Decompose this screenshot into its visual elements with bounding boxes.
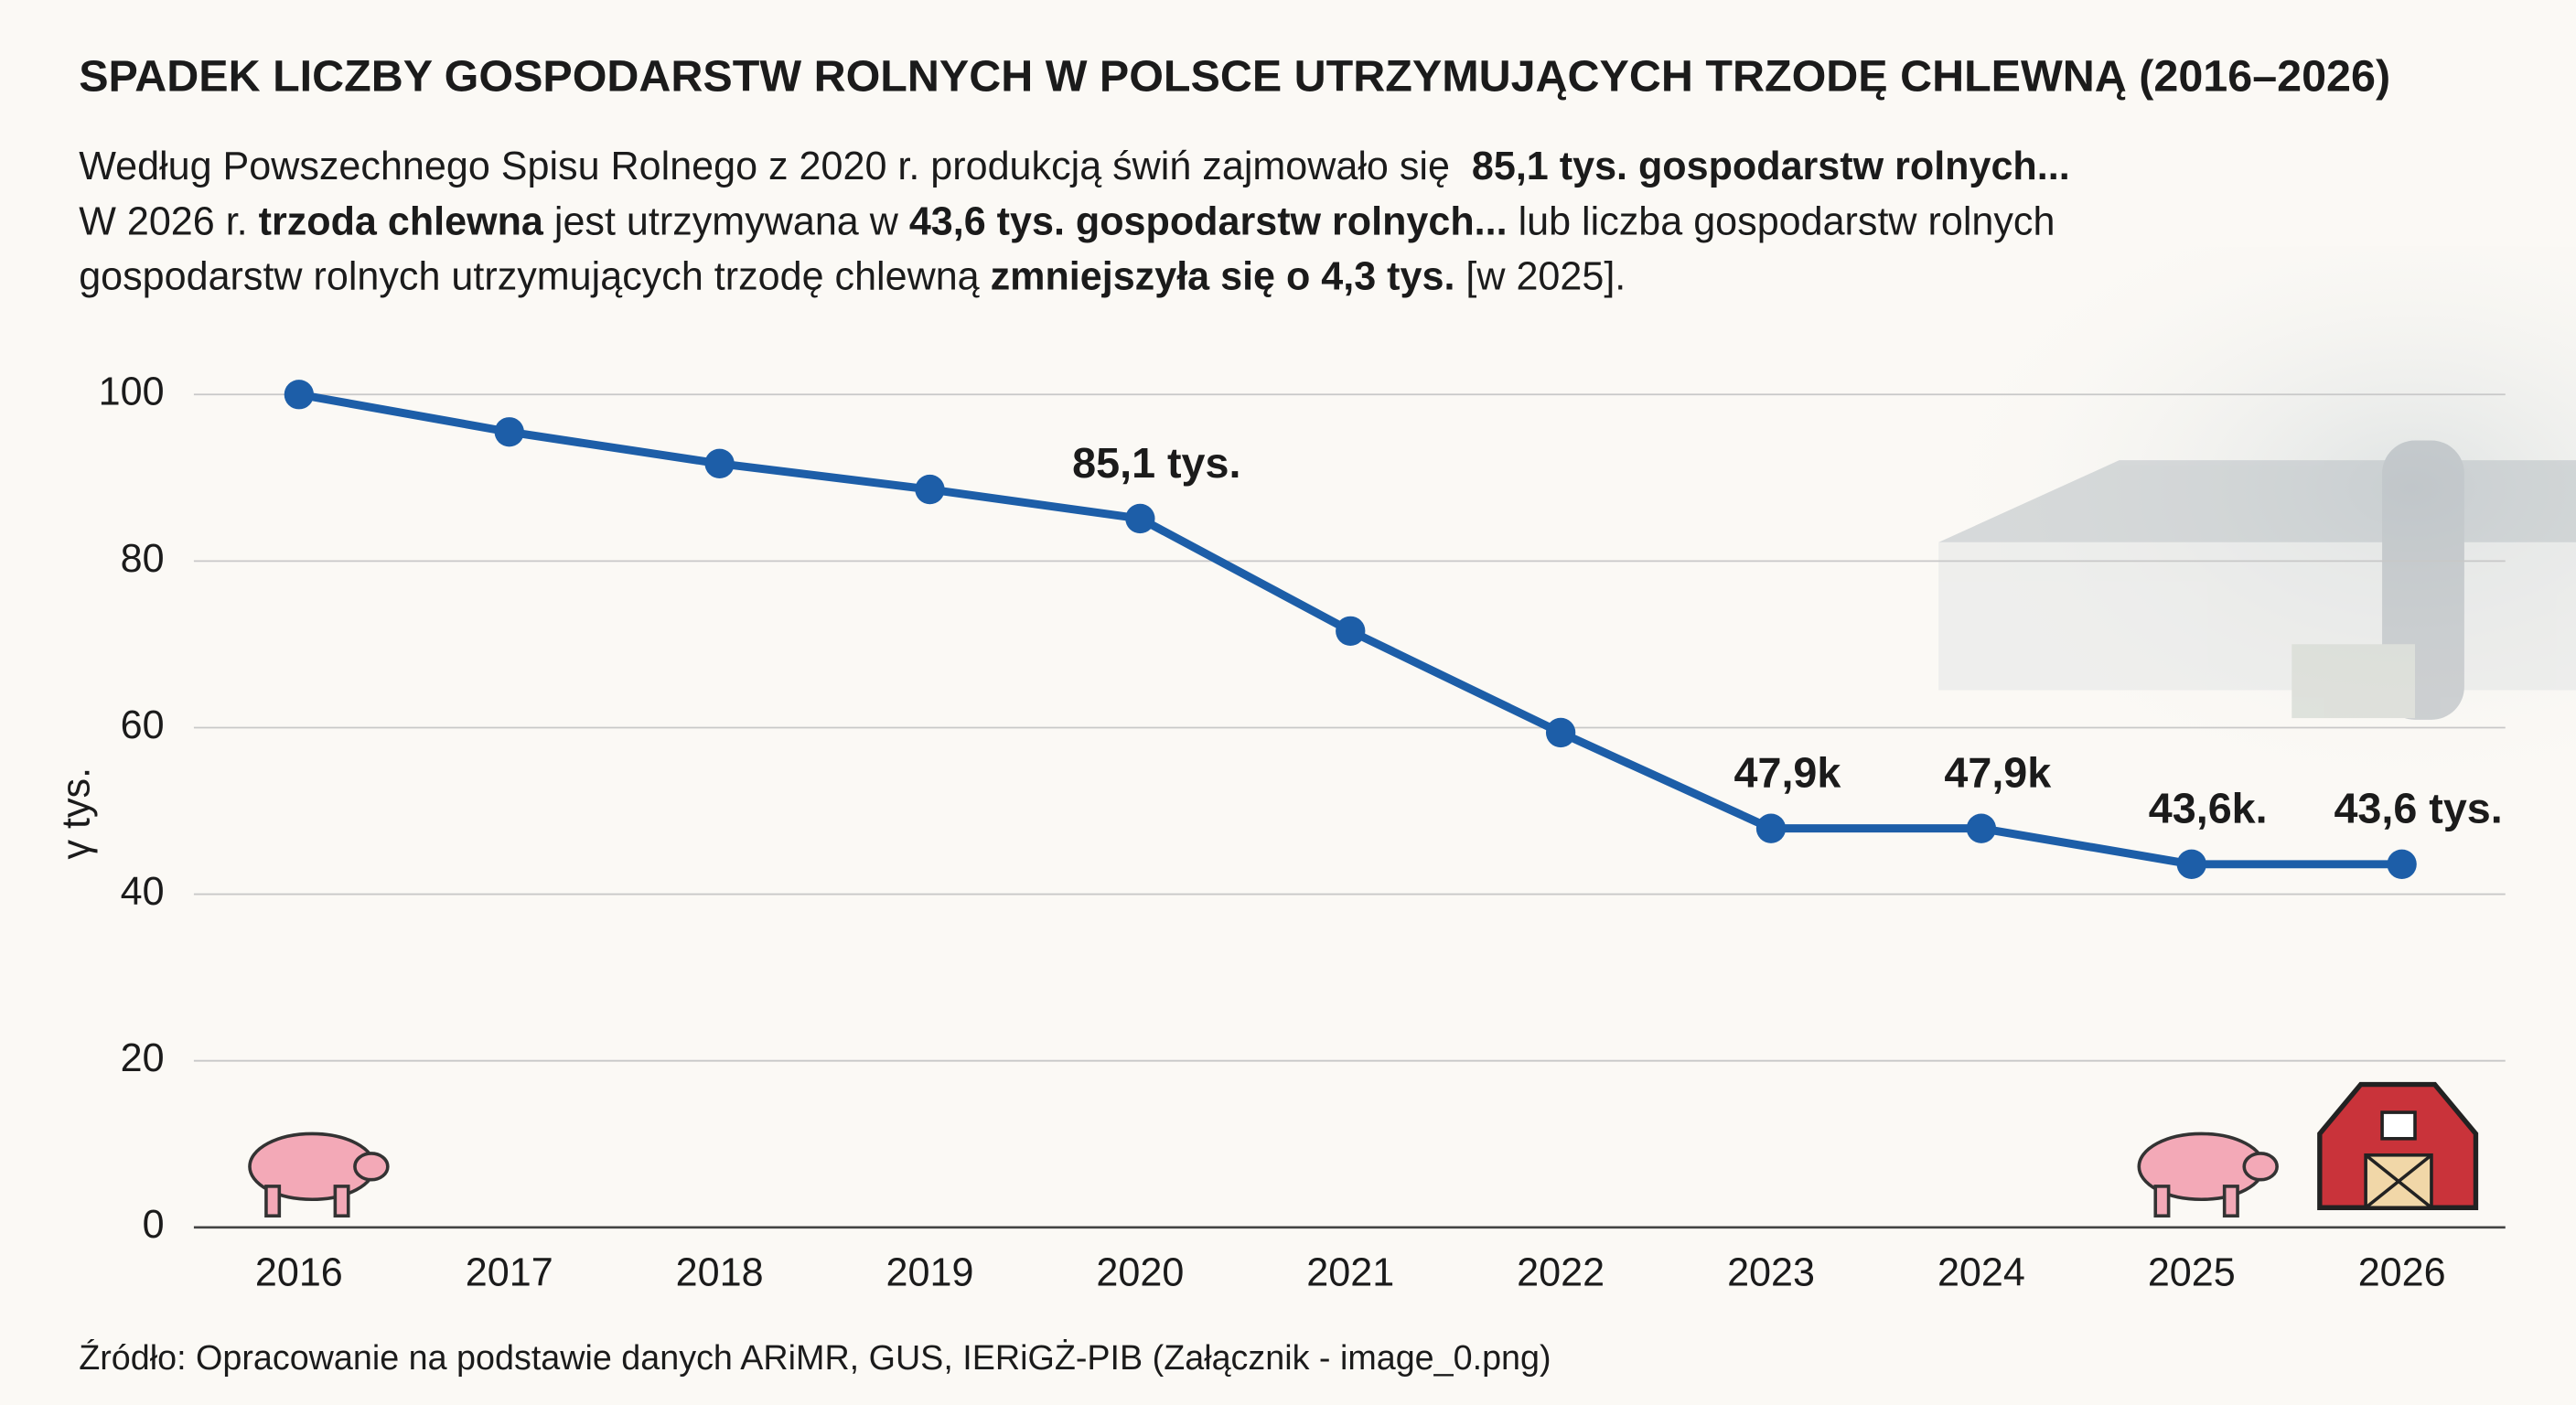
y-tick-label: 20 bbox=[121, 1036, 165, 1080]
data-label: 47,9k bbox=[1944, 749, 2052, 797]
data-label: 43,6k. bbox=[2149, 785, 2268, 832]
subtitle-segment: W 2026 r. bbox=[79, 200, 258, 244]
subtitle: Według Powszechnego Spisu Rolnego z 2020… bbox=[79, 145, 2069, 299]
pig-icon bbox=[2137, 1132, 2279, 1218]
data-point bbox=[1966, 813, 1997, 843]
data-point bbox=[494, 417, 524, 447]
x-tick-label: 2022 bbox=[1517, 1250, 1605, 1294]
x-tick-label: 2018 bbox=[676, 1250, 764, 1294]
x-tick-label: 2023 bbox=[1727, 1250, 1815, 1294]
y-tick-label: 80 bbox=[121, 537, 165, 581]
x-tick-label: 2025 bbox=[2148, 1250, 2236, 1294]
data-point bbox=[1545, 717, 1576, 748]
y-tick-label: 0 bbox=[143, 1203, 165, 1247]
data-point bbox=[284, 380, 315, 410]
x-tick-label: 2017 bbox=[466, 1250, 553, 1294]
subtitle-segment: jest utrzymywana w bbox=[543, 200, 909, 244]
data-point bbox=[2176, 849, 2206, 879]
data-point bbox=[704, 448, 735, 479]
y-tick-label: 60 bbox=[121, 703, 165, 747]
subtitle-segment: trzoda chlewna bbox=[259, 200, 544, 244]
data-label: 43,6 tys. bbox=[2334, 785, 2502, 832]
data-label: 85,1 tys. bbox=[1072, 439, 1240, 487]
chart-title: SPADEK LICZBY GOSPODARSTW ROLNYCH W POLS… bbox=[79, 51, 2390, 101]
y-tick-label: 40 bbox=[121, 870, 165, 914]
subtitle-segment: 43,6 tys. gospodarstw rolnych... bbox=[909, 200, 1508, 244]
subtitle-segment: lub liczba gospodarstw rolnych bbox=[1508, 200, 2055, 244]
data-label: 47,9k bbox=[1734, 749, 1842, 797]
y-axis-label: γ tys. bbox=[55, 767, 99, 860]
subtitle-segment: zmniejszyła się o 4,3 tys. bbox=[991, 255, 1455, 299]
barn-icon bbox=[2317, 1081, 2479, 1210]
data-point bbox=[1755, 813, 1787, 843]
x-tick-label: 2016 bbox=[255, 1250, 343, 1294]
data-point bbox=[1125, 503, 1155, 534]
x-tick-label: 2024 bbox=[1937, 1250, 2025, 1294]
data-point bbox=[2387, 849, 2417, 879]
subtitle-segment: [w 2025]. bbox=[1454, 255, 1626, 299]
y-tick-label: 100 bbox=[99, 370, 165, 414]
subtitle-segment: Według Powszechnego Spisu Rolnego z 2020… bbox=[79, 145, 1472, 189]
x-tick-label: 2019 bbox=[886, 1250, 974, 1294]
subtitle-segment: 85,1 tys. gospodarstw rolnych... bbox=[1472, 145, 2070, 189]
x-tick-label: 2026 bbox=[2358, 1250, 2446, 1294]
x-tick-label: 2020 bbox=[1096, 1250, 1184, 1294]
pig-icon bbox=[248, 1132, 390, 1218]
source: Źródło: Opracowanie na podstawie danych … bbox=[79, 1338, 1551, 1377]
subtitle-segment: gospodarstw rolnych utrzymujących trzodę… bbox=[79, 255, 990, 299]
farm-building bbox=[1938, 440, 2576, 720]
data-point bbox=[1336, 616, 1366, 647]
x-tick-label: 2021 bbox=[1306, 1250, 1394, 1294]
data-point bbox=[915, 474, 945, 505]
